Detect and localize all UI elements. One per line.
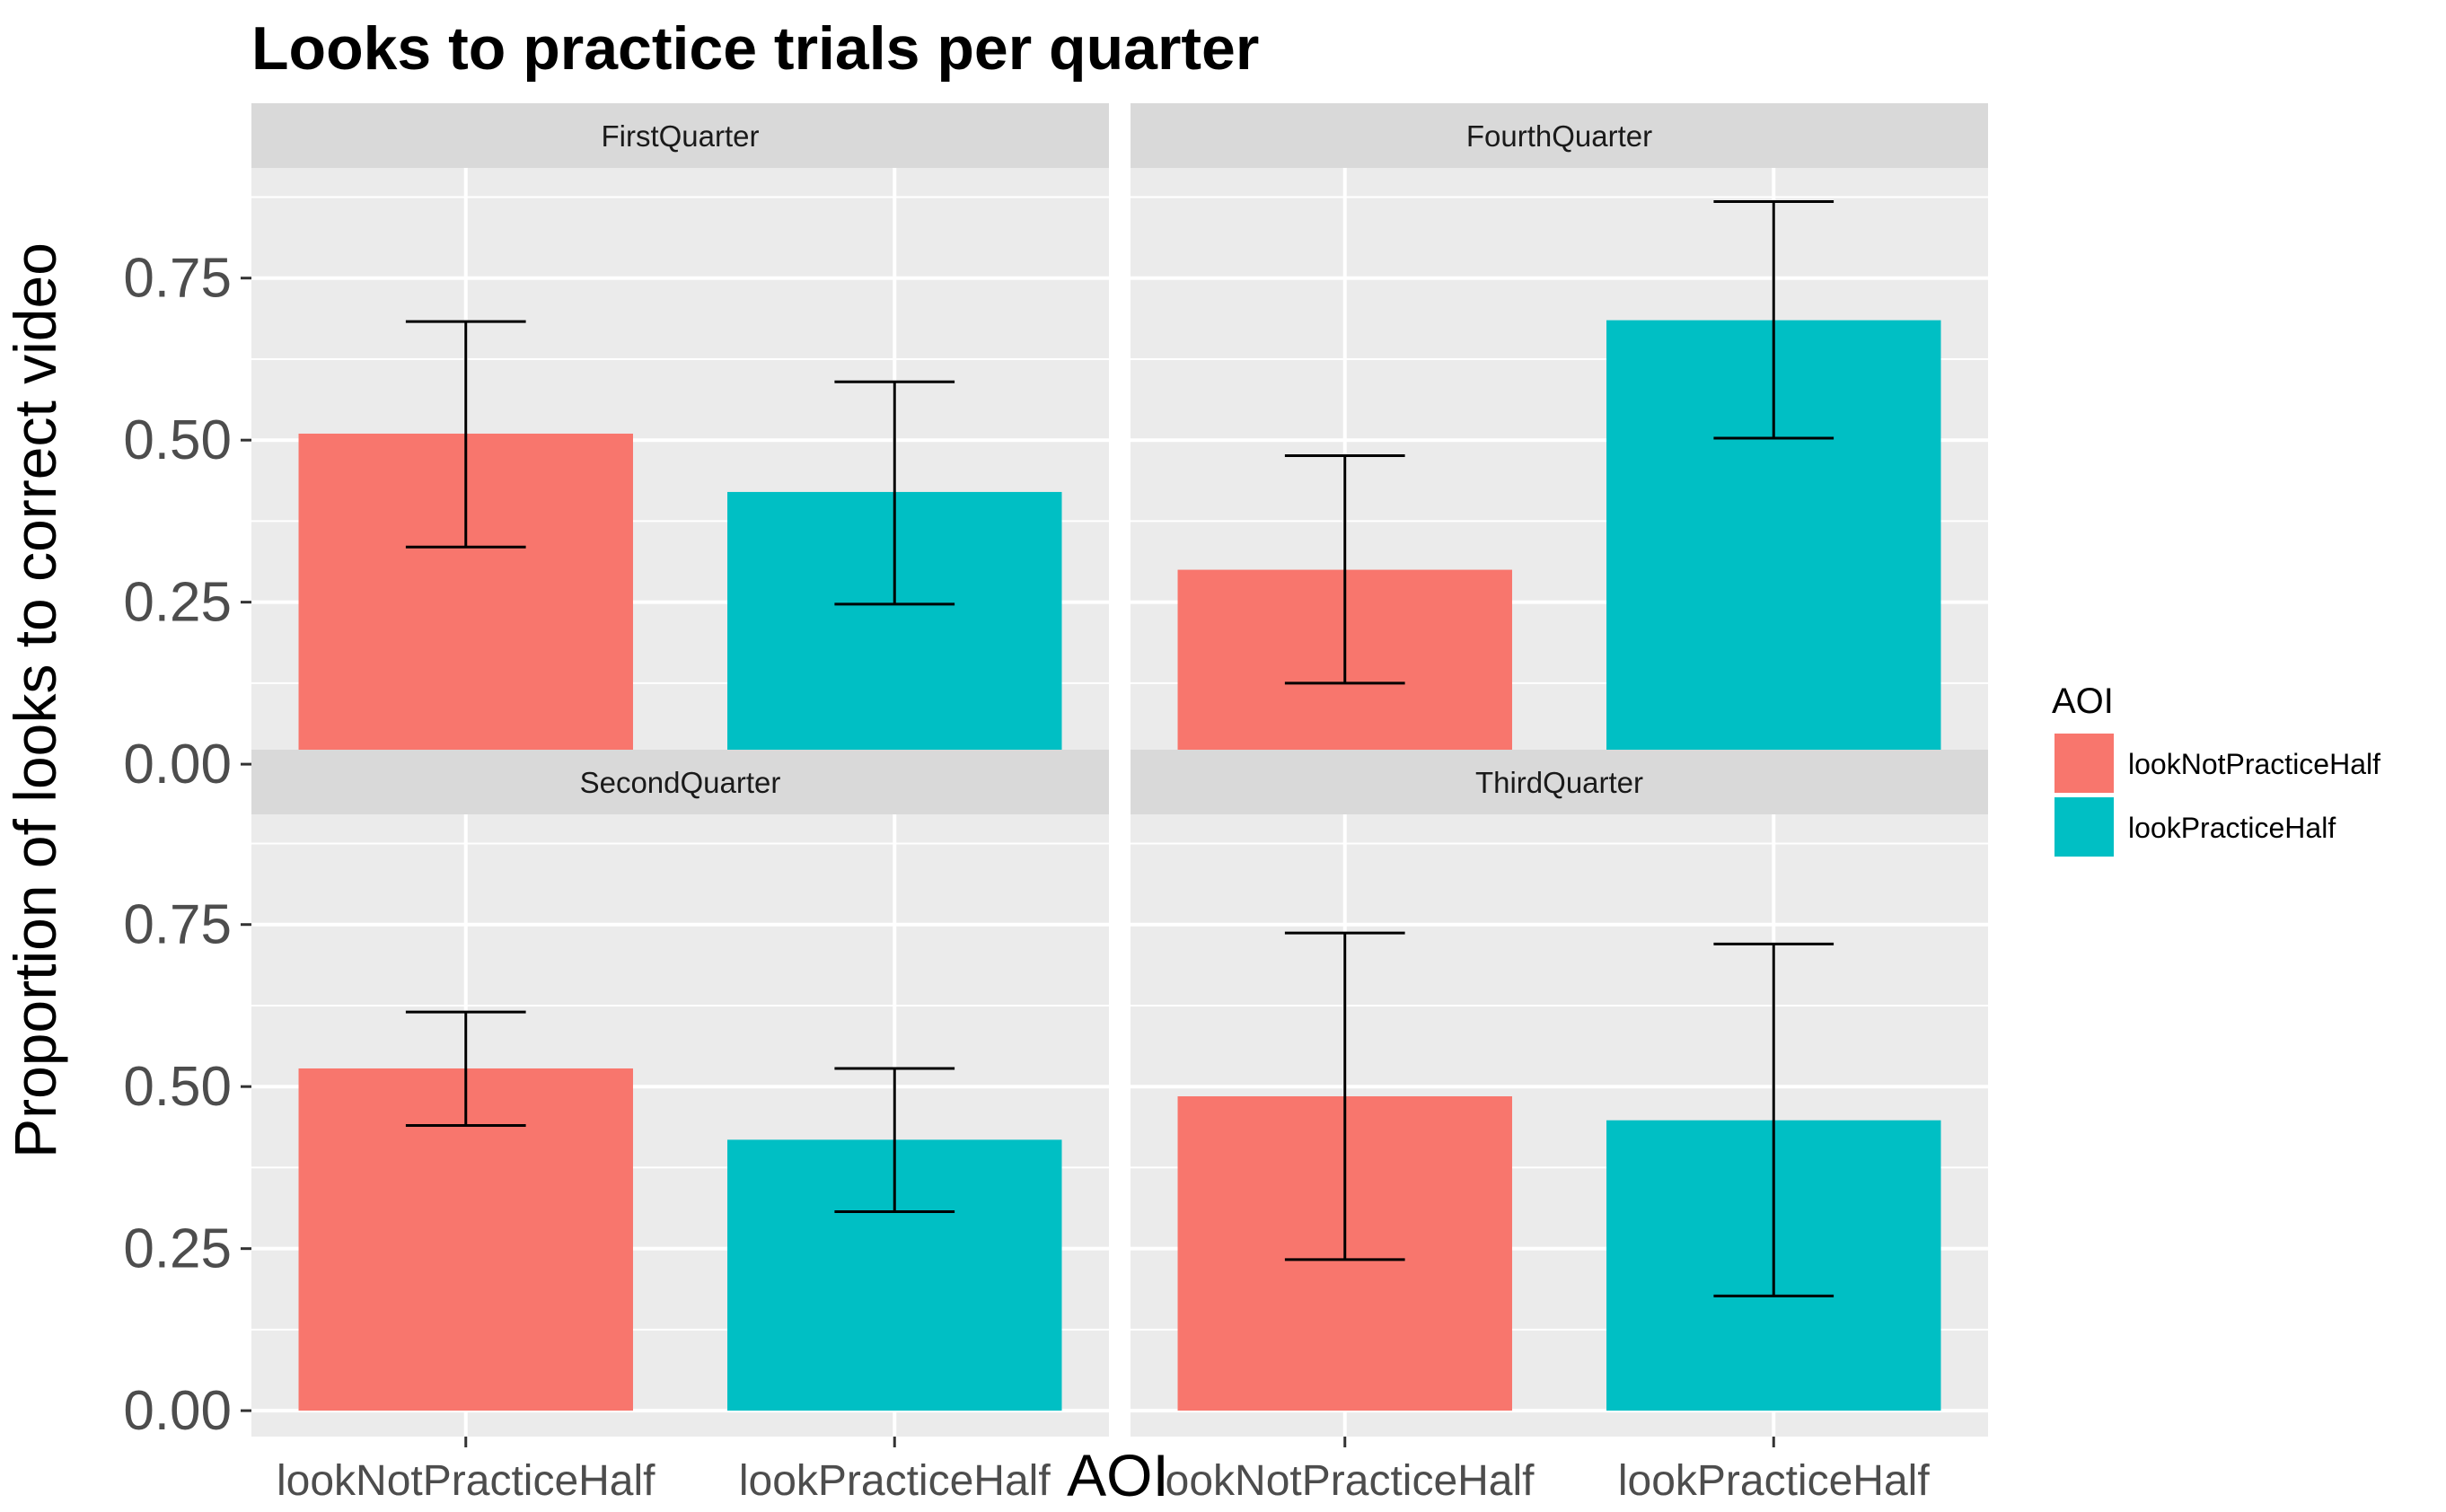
facet-strip (251, 750, 1109, 814)
y-tick-label: 0.00 (123, 1380, 232, 1442)
errorbar-SecondQuarter-lookPracticeHalf (834, 1067, 955, 1214)
facet-strip-label: ThirdQuarter (1475, 766, 1643, 799)
x-tick-label: lookNotPracticeHalf (277, 1457, 655, 1505)
x-tick-label: lookPracticeHalf (739, 1457, 1051, 1505)
errorbar-FirstQuarter-lookPracticeHalf (834, 380, 955, 606)
legend-key-lookNotPracticeHalf (2054, 734, 2114, 793)
y-tick-label: 0.25 (123, 572, 232, 634)
legend-key-lookPracticeHalf (2054, 797, 2114, 857)
facet-strip (1131, 750, 1988, 814)
errorbar-SecondQuarter-lookNotPracticeHalf (405, 1010, 526, 1127)
facet-strip-label: SecondQuarter (580, 766, 781, 799)
y-tick-label: 0.75 (123, 248, 232, 310)
facet-strip-label: FourthQuarter (1466, 119, 1652, 153)
errorbar-ThirdQuarter-lookNotPracticeHalf (1284, 931, 1405, 1261)
facet-panel-SecondQuarter: SecondQuarter 0.00 0.25 0.50 0.75 lookNotPrac… (123, 750, 1109, 1505)
y-tick-label: 0.75 (123, 894, 232, 956)
facet-panel-FirstQuarter: FirstQuarter 0.00 0.25 0.50 0.75 (123, 103, 1109, 796)
legend-label-lookNotPracticeHalf: lookNotPracticeHalf (2128, 748, 2380, 780)
errorbar-ThirdQuarter-lookPracticeHalf (1713, 942, 1834, 1297)
facet-strip-label: FirstQuarter (601, 119, 759, 153)
errorbar-FirstQuarter-lookNotPracticeHalf (405, 320, 526, 549)
facet-panel-FourthQuarter: FourthQuarter (1131, 103, 1988, 790)
x-axis-title: AOI (1067, 1442, 1169, 1508)
chart-title: Looks to practice trials per quarter (251, 14, 1259, 83)
facet-strip (251, 103, 1109, 168)
legend-label-lookPracticeHalf: lookPracticeHalf (2128, 812, 2336, 844)
y-tick-label: 0.00 (123, 734, 232, 796)
errorbar-FourthQuarter-lookPracticeHalf (1713, 200, 1834, 440)
y-axis-title: Proportion of looks to correct video (2, 242, 68, 1158)
facet-panel-ThirdQuarter: ThirdQuarter lookNotPracticeHalf lookPract… (1131, 750, 1988, 1505)
x-tick-label: lookNotPracticeHalf (1156, 1457, 1535, 1505)
x-tick-label: lookPracticeHalf (1618, 1457, 1930, 1505)
facet-strip (1131, 103, 1988, 168)
y-tick-label: 0.25 (123, 1218, 232, 1280)
legend: AOI lookNotPracticeHalf lookPracticeHalf (2052, 681, 2380, 857)
errorbar-FourthQuarter-lookNotPracticeHalf (1284, 454, 1405, 685)
y-tick-label: 0.50 (123, 409, 232, 471)
legend-title: AOI (2052, 681, 2114, 721)
y-tick-label: 0.50 (123, 1056, 232, 1118)
facet-panels: FirstQuarter 0.00 0.25 0.50 0.75 FourthQuarte… (123, 103, 1988, 1505)
